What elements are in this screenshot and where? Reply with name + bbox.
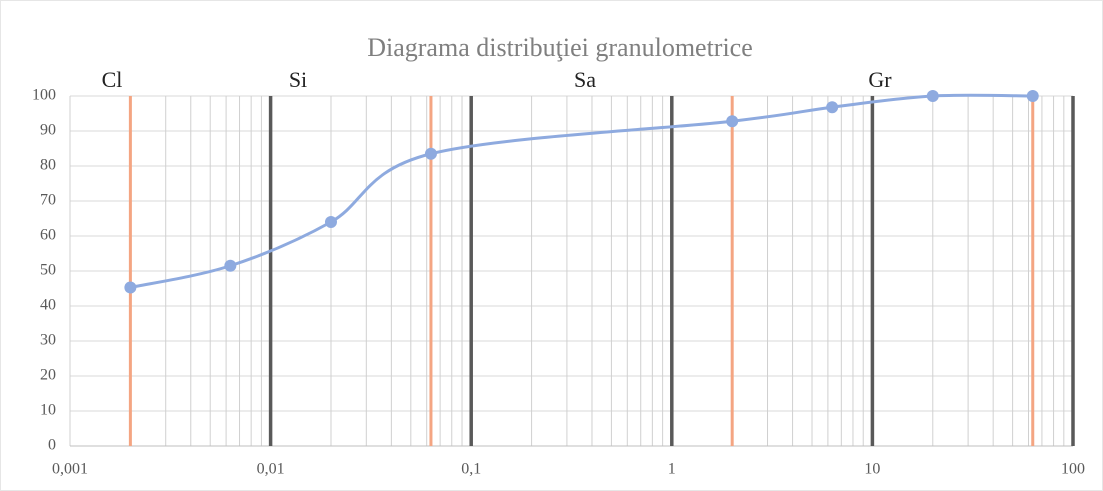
y-tick-label: 70 [40, 192, 56, 209]
zone-label: Gr [868, 67, 892, 92]
y-tick-label: 60 [40, 227, 56, 244]
x-tick-label: 0,01 [257, 461, 285, 478]
data-point [324, 216, 337, 228]
x-tick-label: 0,1 [461, 461, 481, 478]
y-tick-label: 80 [40, 157, 56, 174]
y-tick-label: 10 [40, 402, 56, 419]
x-tick-label: 100 [1061, 461, 1085, 478]
x-tick-label: 0,001 [52, 461, 88, 478]
y-tick-label: 100 [32, 87, 56, 104]
chart-title: Diagrama distribuţiei granulometrice [367, 33, 753, 62]
zone-label: Sa [574, 67, 596, 92]
y-tick-label: 0 [48, 437, 56, 454]
x-tick-label: 1 [668, 461, 676, 478]
series-line [130, 93, 1033, 289]
data-point [1026, 90, 1039, 102]
zone-label: Si [289, 67, 307, 92]
data-point [926, 90, 939, 102]
y-tick-label: 50 [40, 262, 56, 279]
data-point [224, 259, 237, 272]
y-tick-label: 40 [40, 297, 56, 314]
y-tick-label: 20 [40, 367, 56, 384]
zone-label: Cl [102, 67, 123, 92]
data-point [124, 281, 137, 294]
data-point [826, 101, 839, 114]
data-point [424, 147, 437, 160]
y-tick-label: 30 [40, 332, 56, 349]
y-tick-label: 90 [40, 122, 56, 139]
x-tick-label: 10 [864, 461, 880, 478]
data-point [726, 115, 739, 128]
